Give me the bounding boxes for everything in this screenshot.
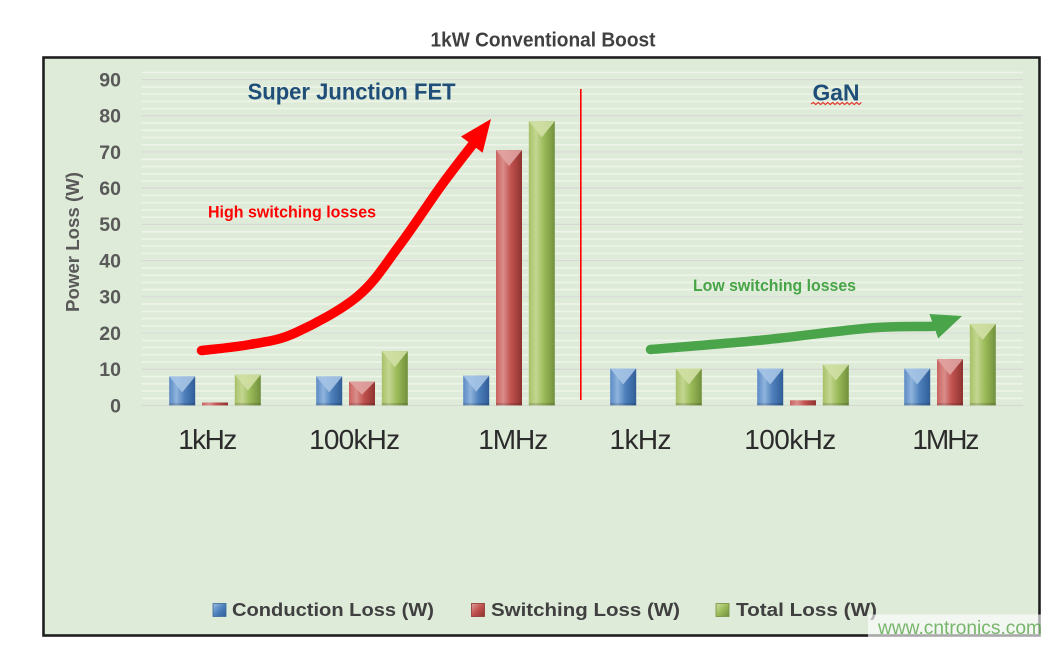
svg-text:GaN: GaN [813, 80, 860, 106]
svg-text:Conduction Loss (W): Conduction Loss (W) [232, 599, 434, 620]
svg-text:80: 80 [99, 106, 121, 128]
svg-text:1kHz: 1kHz [178, 424, 237, 455]
svg-text:Super Junction FET: Super Junction FET [248, 79, 456, 105]
svg-text:50: 50 [99, 214, 121, 236]
svg-text:Power Loss (W): Power Loss (W) [63, 172, 83, 312]
svg-text:90: 90 [99, 69, 121, 91]
svg-text:20: 20 [99, 323, 121, 345]
svg-text:70: 70 [99, 142, 121, 164]
svg-text:100kHz: 100kHz [744, 424, 836, 455]
svg-text:30: 30 [99, 287, 121, 309]
svg-text:Switching Loss (W): Switching Loss (W) [491, 599, 680, 620]
svg-text:10: 10 [99, 359, 121, 381]
svg-text:1MHz: 1MHz [478, 424, 548, 455]
svg-text:1MHz: 1MHz [912, 424, 979, 455]
svg-text:Low switching losses: Low switching losses [693, 276, 856, 295]
svg-text:40: 40 [99, 251, 121, 273]
svg-text:60: 60 [99, 178, 121, 200]
svg-text:0: 0 [110, 395, 121, 417]
svg-text:Total Loss (W): Total Loss (W) [736, 599, 877, 620]
svg-text:100kHz: 100kHz [309, 424, 400, 455]
svg-text:www.cntronics.com: www.cntronics.com [877, 618, 1042, 639]
svg-text:High switching losses: High switching losses [208, 203, 376, 222]
svg-text:1kW Conventional Boost: 1kW Conventional Boost [431, 30, 656, 52]
svg-text:1kHz: 1kHz [610, 424, 672, 455]
